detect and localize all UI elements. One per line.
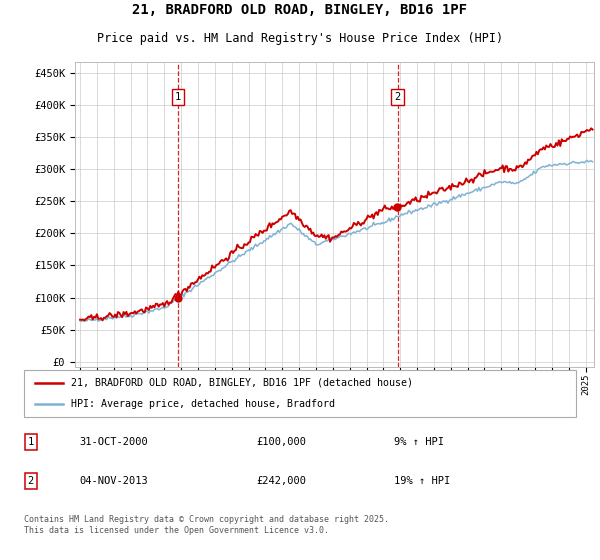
FancyBboxPatch shape [24,370,576,417]
Text: 04-NOV-2013: 04-NOV-2013 [79,476,148,486]
Text: 21, BRADFORD OLD ROAD, BINGLEY, BD16 1PF (detached house): 21, BRADFORD OLD ROAD, BINGLEY, BD16 1PF… [71,378,413,388]
Text: HPI: Average price, detached house, Bradford: HPI: Average price, detached house, Brad… [71,399,335,409]
Text: Contains HM Land Registry data © Crown copyright and database right 2025.
This d: Contains HM Land Registry data © Crown c… [24,515,389,535]
Text: £100,000: £100,000 [256,437,306,447]
Text: 31-OCT-2000: 31-OCT-2000 [79,437,148,447]
Text: 1: 1 [175,92,181,102]
Text: 21, BRADFORD OLD ROAD, BINGLEY, BD16 1PF: 21, BRADFORD OLD ROAD, BINGLEY, BD16 1PF [133,3,467,17]
Text: 2: 2 [28,476,34,486]
Text: £242,000: £242,000 [256,476,306,486]
Text: Price paid vs. HM Land Registry's House Price Index (HPI): Price paid vs. HM Land Registry's House … [97,32,503,45]
Text: 9% ↑ HPI: 9% ↑ HPI [394,437,444,447]
Text: 2: 2 [394,92,401,102]
Text: 1: 1 [28,437,34,447]
Text: 19% ↑ HPI: 19% ↑ HPI [394,476,450,486]
